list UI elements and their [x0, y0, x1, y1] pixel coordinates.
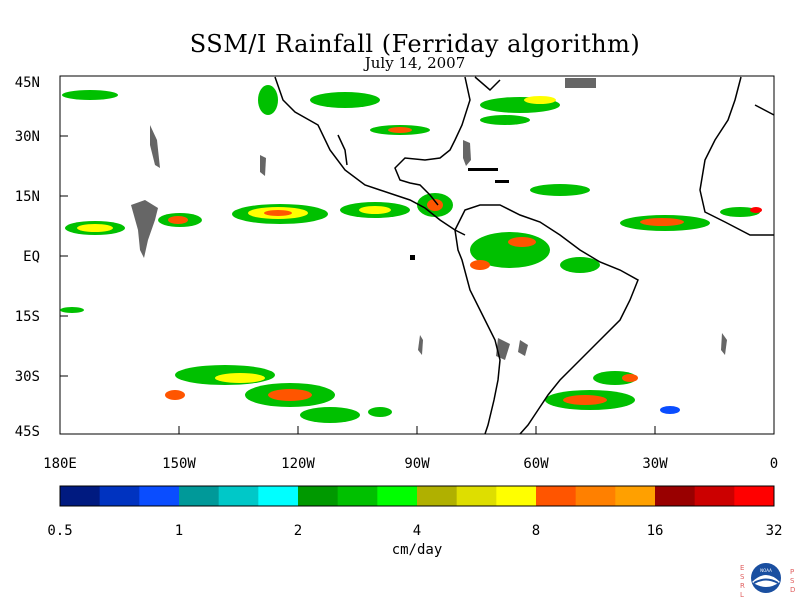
colorbar-swatch — [734, 486, 775, 506]
lon-label: 180E — [43, 456, 77, 472]
logo-psd: P — [790, 568, 794, 576]
logo-noaa: NOAA — [760, 568, 772, 573]
colorbar-tick-label: 4 — [413, 523, 421, 539]
colorbar-swatch — [298, 486, 339, 506]
rain-field — [60, 85, 762, 423]
lon-label: 60W — [523, 456, 549, 472]
colorbar-unit: cm/day — [392, 542, 443, 558]
colorbar-swatch — [655, 486, 696, 506]
colorbar-tick-label: 32 — [766, 523, 783, 539]
colorbar-swatch — [456, 486, 497, 506]
colorbar-swatch — [615, 486, 656, 506]
colorbar-swatch — [337, 486, 378, 506]
lat-label: 15N — [15, 189, 40, 205]
lat-ticks — [60, 75, 68, 435]
colorbar-tick-label: 0.5 — [47, 523, 72, 539]
svg-text:R: R — [740, 582, 745, 590]
colorbar-swatch — [179, 486, 220, 506]
colorbar-swatch — [575, 486, 616, 506]
colorbar-swatch — [99, 486, 140, 506]
colorbar-swatch — [417, 486, 458, 506]
map-date: July 14, 2007 — [364, 54, 466, 72]
svg-text:S: S — [740, 573, 745, 581]
colorbar-swatch — [139, 486, 180, 506]
colorbar-tick-label: 8 — [532, 523, 540, 539]
lat-label: 45N — [15, 75, 40, 91]
colorbar-swatch — [694, 486, 735, 506]
colorbar-swatch — [377, 486, 418, 506]
noaa-logo: E S R L NOAA P S D — [740, 563, 795, 598]
lon-label: 120W — [281, 456, 315, 472]
lat-label: 30S — [15, 369, 40, 385]
colorbar — [60, 486, 775, 506]
svg-text:D: D — [790, 586, 795, 594]
lon-label: 150W — [162, 456, 196, 472]
map-title: SSM/I Rainfall (Ferriday algorithm) — [189, 30, 641, 58]
lat-label: 15S — [15, 309, 40, 325]
colorbar-tick-label: 2 — [294, 523, 302, 539]
colorbar-frame — [59, 485, 775, 507]
colorbar-swatch — [496, 486, 537, 506]
coastlines — [274, 76, 775, 435]
lat-labels: 45N 30N 15N EQ 15S 30S 45S — [15, 75, 40, 440]
land-mask — [131, 78, 727, 360]
colorbar-labels: 0.5 1 2 4 8 16 32 cm/day — [47, 523, 782, 558]
lon-label: 90W — [404, 456, 430, 472]
lon-label: 30W — [642, 456, 668, 472]
lon-labels: 180E 150W 120W 90W 60W 30W 0 — [43, 456, 778, 472]
colorbar-tick-label: 1 — [175, 523, 183, 539]
caribbean-islands — [410, 168, 509, 260]
lat-label: 30N — [15, 129, 40, 145]
lat-label: EQ — [23, 249, 40, 265]
colorbar-swatch — [218, 486, 259, 506]
logo-esrl: E — [740, 564, 744, 572]
lon-label: 0 — [770, 456, 778, 472]
lat-label: 45S — [15, 424, 40, 440]
svg-text:L: L — [740, 591, 744, 598]
colorbar-tick-label: 16 — [647, 523, 664, 539]
colorbar-swatch — [258, 486, 299, 506]
colorbar-swatch — [60, 486, 101, 506]
svg-text:S: S — [790, 577, 795, 585]
colorbar-swatch — [536, 486, 577, 506]
lon-ticks — [59, 426, 775, 434]
